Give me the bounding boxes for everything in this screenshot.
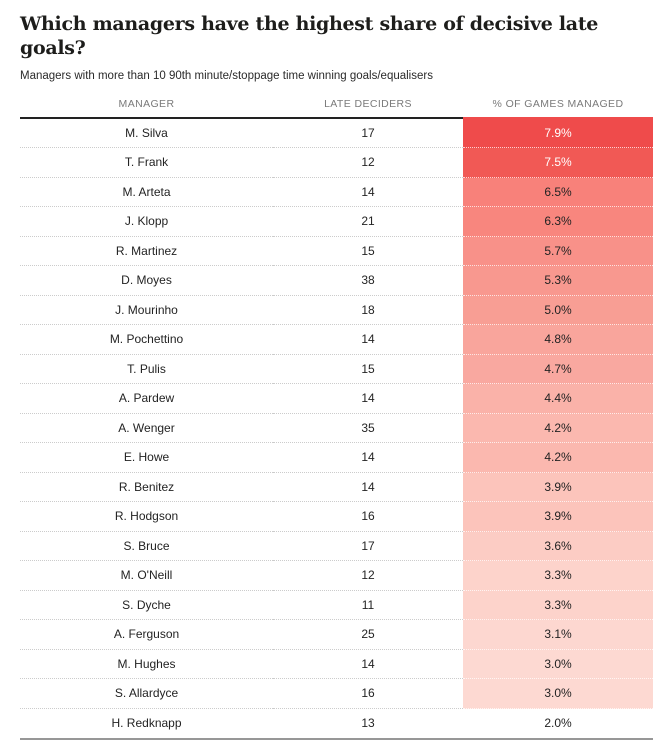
pct-games-managed-cell: 5.3% bbox=[463, 266, 653, 296]
late-deciders-cell: 25 bbox=[273, 620, 463, 650]
pct-games-managed-cell: 3.3% bbox=[463, 561, 653, 591]
page-title: Which managers have the highest share of… bbox=[20, 13, 653, 61]
manager-name-cell: E. Howe bbox=[20, 443, 273, 473]
manager-name-cell: T. Frank bbox=[20, 148, 273, 178]
pct-games-managed-cell: 4.7% bbox=[463, 355, 653, 385]
late-deciders-cell: 38 bbox=[273, 266, 463, 296]
table-row: M. O'Neill 12 3.3% bbox=[20, 561, 653, 591]
late-deciders-cell: 17 bbox=[273, 119, 463, 149]
late-deciders-cell: 18 bbox=[273, 296, 463, 326]
table-body: M. Silva 17 7.9% T. Frank 12 7.5% M. Art… bbox=[20, 119, 653, 740]
table-row: A. Ferguson 25 3.1% bbox=[20, 620, 653, 650]
manager-name-cell: M. Arteta bbox=[20, 178, 273, 208]
manager-name-cell: S. Allardyce bbox=[20, 679, 273, 709]
manager-name-cell: H. Redknapp bbox=[20, 709, 273, 739]
manager-name-cell: M. Hughes bbox=[20, 650, 273, 680]
late-deciders-cell: 14 bbox=[273, 384, 463, 414]
manager-name-cell: A. Wenger bbox=[20, 414, 273, 444]
pct-games-managed-cell: 3.1% bbox=[463, 620, 653, 650]
manager-name-cell: M. O'Neill bbox=[20, 561, 273, 591]
late-deciders-cell: 12 bbox=[273, 561, 463, 591]
table-row: T. Pulis 15 4.7% bbox=[20, 355, 653, 385]
manager-name-cell: M. Pochettino bbox=[20, 325, 273, 355]
late-deciders-cell: 14 bbox=[273, 178, 463, 208]
pct-games-managed-cell: 3.9% bbox=[463, 502, 653, 532]
table-row: R. Hodgson 16 3.9% bbox=[20, 502, 653, 532]
manager-name-cell: T. Pulis bbox=[20, 355, 273, 385]
late-deciders-cell: 16 bbox=[273, 502, 463, 532]
pct-games-managed-cell: 3.3% bbox=[463, 591, 653, 621]
late-deciders-cell: 12 bbox=[273, 148, 463, 178]
late-deciders-cell: 15 bbox=[273, 355, 463, 385]
pct-games-managed-cell: 4.2% bbox=[463, 443, 653, 473]
table-row: S. Bruce 17 3.6% bbox=[20, 532, 653, 562]
table-row: J. Mourinho 18 5.0% bbox=[20, 296, 653, 326]
pct-games-managed-cell: 6.5% bbox=[463, 178, 653, 208]
late-deciders-cell: 16 bbox=[273, 679, 463, 709]
table-row: A. Pardew 14 4.4% bbox=[20, 384, 653, 414]
late-deciders-cell: 14 bbox=[273, 473, 463, 503]
table-row: R. Martinez 15 5.7% bbox=[20, 237, 653, 267]
table-row: M. Hughes 14 3.0% bbox=[20, 650, 653, 680]
pct-games-managed-cell: 3.0% bbox=[463, 679, 653, 709]
table-row: M. Arteta 14 6.5% bbox=[20, 178, 653, 208]
table-row: E. Howe 14 4.2% bbox=[20, 443, 653, 473]
manager-name-cell: R. Benitez bbox=[20, 473, 273, 503]
column-header-late-deciders: LATE DECIDERS bbox=[273, 91, 463, 119]
late-deciders-cell: 35 bbox=[273, 414, 463, 444]
column-header-pct-games-managed: % OF GAMES MANAGED bbox=[463, 91, 653, 119]
table-header-row: MANAGER LATE DECIDERS % OF GAMES MANAGED bbox=[20, 91, 653, 119]
manager-name-cell: D. Moyes bbox=[20, 266, 273, 296]
table-row: M. Silva 17 7.9% bbox=[20, 119, 653, 149]
pct-games-managed-cell: 4.4% bbox=[463, 384, 653, 414]
manager-name-cell: S. Dyche bbox=[20, 591, 273, 621]
table-row: T. Frank 12 7.5% bbox=[20, 148, 653, 178]
table-row: S. Dyche 11 3.3% bbox=[20, 591, 653, 621]
table-row: S. Allardyce 16 3.0% bbox=[20, 679, 653, 709]
pct-games-managed-cell: 3.0% bbox=[463, 650, 653, 680]
late-deciders-cell: 14 bbox=[273, 650, 463, 680]
pct-games-managed-cell: 7.5% bbox=[463, 148, 653, 178]
page-subtitle: Managers with more than 10 90th minute/s… bbox=[20, 70, 653, 82]
pct-games-managed-cell: 3.6% bbox=[463, 532, 653, 562]
column-header-manager: MANAGER bbox=[20, 91, 273, 119]
pct-games-managed-cell: 4.8% bbox=[463, 325, 653, 355]
table-row: J. Klopp 21 6.3% bbox=[20, 207, 653, 237]
late-deciders-cell: 13 bbox=[273, 709, 463, 739]
manager-name-cell: S. Bruce bbox=[20, 532, 273, 562]
pct-games-managed-cell: 7.9% bbox=[463, 119, 653, 149]
late-deciders-cell: 14 bbox=[273, 325, 463, 355]
pct-games-managed-cell: 5.7% bbox=[463, 237, 653, 267]
pct-games-managed-cell: 2.0% bbox=[463, 709, 653, 739]
table-row: H. Redknapp 13 2.0% bbox=[20, 709, 653, 739]
pct-games-managed-cell: 4.2% bbox=[463, 414, 653, 444]
pct-games-managed-cell: 5.0% bbox=[463, 296, 653, 326]
manager-name-cell: J. Klopp bbox=[20, 207, 273, 237]
manager-name-cell: R. Martinez bbox=[20, 237, 273, 267]
managers-table: MANAGER LATE DECIDERS % OF GAMES MANAGED… bbox=[20, 91, 653, 740]
late-deciders-cell: 15 bbox=[273, 237, 463, 267]
manager-name-cell: R. Hodgson bbox=[20, 502, 273, 532]
table-row: M. Pochettino 14 4.8% bbox=[20, 325, 653, 355]
table-row: A. Wenger 35 4.2% bbox=[20, 414, 653, 444]
table-row: D. Moyes 38 5.3% bbox=[20, 266, 653, 296]
table-row: R. Benitez 14 3.9% bbox=[20, 473, 653, 503]
manager-name-cell: A. Pardew bbox=[20, 384, 273, 414]
manager-name-cell: M. Silva bbox=[20, 119, 273, 149]
late-deciders-cell: 11 bbox=[273, 591, 463, 621]
pct-games-managed-cell: 6.3% bbox=[463, 207, 653, 237]
pct-games-managed-cell: 3.9% bbox=[463, 473, 653, 503]
manager-name-cell: J. Mourinho bbox=[20, 296, 273, 326]
manager-name-cell: A. Ferguson bbox=[20, 620, 273, 650]
late-deciders-cell: 17 bbox=[273, 532, 463, 562]
late-deciders-cell: 14 bbox=[273, 443, 463, 473]
late-deciders-cell: 21 bbox=[273, 207, 463, 237]
